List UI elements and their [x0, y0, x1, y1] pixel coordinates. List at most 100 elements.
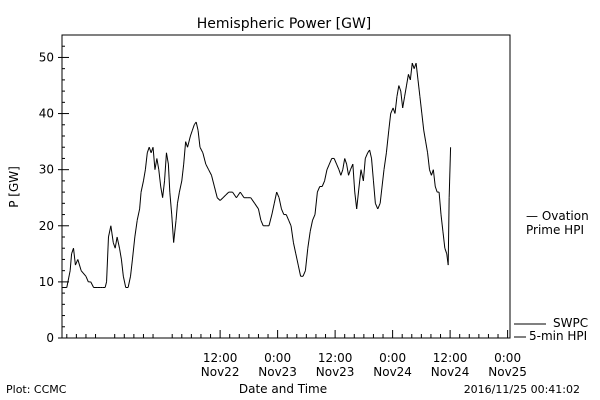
- series-0-segment: [66, 270, 71, 288]
- series-0-segment: [199, 146, 204, 154]
- series-0-segment: [74, 259, 79, 266]
- series-0-segment: [415, 62, 419, 80]
- series-0-segment: [371, 158, 374, 181]
- series-0-segment: [377, 203, 381, 210]
- series-0-segment: [114, 236, 118, 249]
- y-axis-label: P [GW]: [7, 166, 21, 208]
- series-0-segment: [292, 242, 297, 254]
- x-tick-label-time: 12:00: [433, 351, 468, 365]
- series-0-segment: [354, 192, 358, 210]
- series-0-segment: [409, 62, 413, 80]
- x-tick-label-date: Nov25: [488, 365, 527, 379]
- series-0-segment: [164, 152, 167, 181]
- series-0-segment: [175, 203, 178, 221]
- x-tick-label-date: Nov23: [316, 365, 355, 379]
- series-0-segment: [396, 85, 400, 97]
- series-0-segment: [178, 180, 183, 193]
- series-0-segment: [321, 180, 326, 187]
- series-0-segment: [385, 130, 390, 153]
- series-0-segment: [271, 203, 275, 215]
- y-tick-label: 50: [39, 50, 54, 64]
- series-0-segment: [348, 169, 351, 176]
- series-0-segment: [362, 158, 366, 181]
- series-0-segment: [69, 253, 73, 271]
- series-0-segment: [427, 152, 431, 170]
- series-0-segment: [448, 147, 452, 198]
- series-0-segment: [185, 141, 189, 148]
- chart-title: Hemispheric Power [GW]: [197, 16, 372, 32]
- series-0-segment: [356, 186, 360, 209]
- series-0-segment: [372, 180, 376, 204]
- legend-ovation-line1: — Ovation: [526, 209, 589, 223]
- series-0-segment: [116, 236, 120, 249]
- series-0-segment: [369, 149, 373, 159]
- series-0-segment: [340, 169, 344, 176]
- series-0-segment: [260, 219, 264, 226]
- series-0-segment: [447, 197, 450, 266]
- series-0-segment: [142, 169, 146, 181]
- series-0-segment: [360, 169, 364, 181]
- series-0-segment: [119, 248, 122, 260]
- series-0-segment: [120, 259, 124, 277]
- series-0-segment: [312, 214, 316, 221]
- series-0-segment: [156, 158, 160, 170]
- series-0-segment: [211, 175, 215, 187]
- series-0-segment: [390, 107, 394, 114]
- series-0-segment: [358, 169, 362, 187]
- series-0-segment: [417, 79, 421, 97]
- x-axis-label: Date and Time: [239, 382, 327, 396]
- series-0-segment: [250, 197, 256, 204]
- series-0-segment: [205, 163, 210, 170]
- series-0-segment: [344, 158, 348, 165]
- series-0-segment: [148, 147, 152, 153]
- series-0-segment: [328, 158, 333, 165]
- series-0-segment: [440, 214, 444, 232]
- series-0-segment: [297, 264, 302, 277]
- series-0-segment: [154, 158, 158, 170]
- series-0-segment: [442, 231, 446, 249]
- y-tick-label: 40: [39, 107, 54, 121]
- series-0-segment: [402, 96, 406, 109]
- series-0-segment: [374, 203, 379, 210]
- series-0-segment: [324, 169, 328, 181]
- series-0-segment: [338, 169, 342, 176]
- footer-right: 2016/11/25 00:41:02: [464, 383, 580, 396]
- series-0-segment: [216, 197, 221, 201]
- series-0-segment: [110, 225, 114, 243]
- series-0-segment: [398, 85, 402, 92]
- x-tick-label-date: Nov24: [431, 365, 470, 379]
- series-0-segment: [134, 220, 138, 238]
- plot-frame: [61, 34, 511, 339]
- series-0-segment: [295, 253, 299, 266]
- series-0-segment: [191, 124, 195, 131]
- series-0-segment: [127, 276, 132, 288]
- series-0-segment: [364, 152, 369, 159]
- series-0-segment: [352, 164, 356, 193]
- series-0-segment: [429, 169, 432, 176]
- series-0-segment: [406, 74, 409, 86]
- series-0-segment: [423, 130, 427, 142]
- x-tick-label-time: 12:00: [203, 351, 238, 365]
- series-0-segment: [77, 259, 82, 271]
- series-0-segment: [342, 158, 346, 170]
- y-tick-label: 10: [39, 275, 54, 289]
- x-tick-label-date: Nov24: [373, 365, 412, 379]
- series-0-segment: [208, 169, 212, 176]
- series-0-segment: [197, 130, 201, 148]
- series-0-segment: [169, 192, 173, 215]
- series-0-segment: [381, 169, 385, 187]
- series-0-segment: [225, 191, 230, 196]
- series-0-segment: [425, 141, 429, 153]
- legend-swpc-line2: 5-min HPI: [529, 329, 587, 343]
- series-0-segment: [73, 248, 76, 266]
- series-0-segment: [232, 191, 237, 199]
- series-0-segment: [130, 259, 133, 277]
- series-0-segment: [280, 208, 285, 215]
- series-0-segment: [176, 192, 180, 204]
- series-0-segment: [85, 276, 89, 283]
- x-tick-label-date: Nov23: [258, 365, 297, 379]
- series-0-segment: [171, 214, 175, 243]
- series-0-segment: [333, 158, 338, 165]
- legend-ovation-line2: Prime HPI: [526, 223, 584, 237]
- y-tick-label: 30: [39, 163, 54, 177]
